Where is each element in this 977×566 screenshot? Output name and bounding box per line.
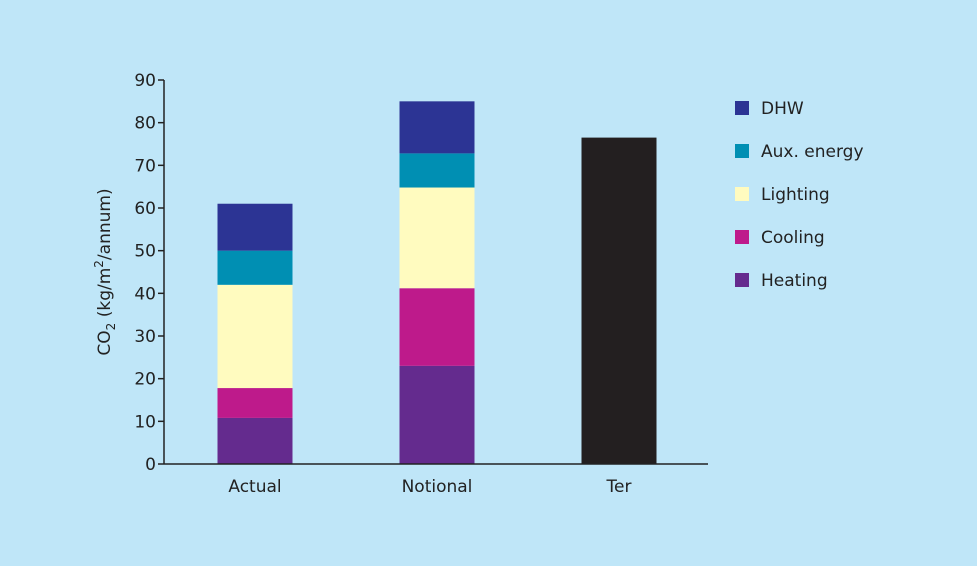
legend-swatch <box>735 101 749 115</box>
x-axis-labels: Actual Notional Ter <box>228 477 631 497</box>
legend-swatch <box>735 187 749 201</box>
y-tick-label: 80 <box>134 114 156 134</box>
y-tick-label: 90 <box>134 71 156 91</box>
bar-segment-dhw <box>399 101 475 154</box>
legend-label: Heating <box>761 271 828 291</box>
y-label-mid: (kg/m <box>95 268 115 323</box>
y-label-co: CO <box>95 330 115 355</box>
legend-label: DHW <box>761 99 804 119</box>
bar-segment-dhw <box>217 203 293 251</box>
x-tick-label: Notional <box>402 477 473 497</box>
y-tick-label: 70 <box>134 156 156 176</box>
legend-label: Aux. energy <box>761 142 864 162</box>
bar-segment-heating <box>399 365 475 464</box>
bar-segment-lighting <box>399 187 475 289</box>
bar-segment-heating <box>217 417 293 464</box>
bar-segment-aux-energy <box>399 153 475 188</box>
bar-segment-lighting <box>217 284 293 389</box>
legend: DHW Aux. energy Lighting Cooling Heating <box>735 99 864 291</box>
legend-label: Lighting <box>761 185 830 205</box>
bars <box>217 101 657 464</box>
bar-segment-aux-energy <box>217 250 293 285</box>
y-tick-label: 30 <box>134 327 156 347</box>
y-tick-label: 0 <box>145 455 156 475</box>
y-label-sub: 2 <box>104 323 118 331</box>
bar-segment-cooling <box>217 388 293 418</box>
y-label-end: /annum) <box>95 188 115 260</box>
y-tick-label: 60 <box>134 199 156 219</box>
bar-total-ter <box>581 137 657 464</box>
y-tick-label: 10 <box>134 412 156 432</box>
y-tick-label: 50 <box>134 242 156 262</box>
y-axis-label: CO2 (kg/m2/annum) <box>92 188 118 355</box>
legend-swatch <box>735 230 749 244</box>
x-tick-label: Ter <box>606 477 632 497</box>
legend-label: Cooling <box>761 228 825 248</box>
y-label-sup: 2 <box>92 260 106 268</box>
bar-segment-cooling <box>399 288 475 366</box>
x-tick-label: Actual <box>228 477 281 497</box>
legend-swatch <box>735 273 749 287</box>
y-axis-ticks: 0 10 20 30 40 50 60 70 80 90 <box>134 71 164 475</box>
legend-swatch <box>735 144 749 158</box>
y-tick-label: 20 <box>134 370 156 390</box>
y-tick-label: 40 <box>134 284 156 304</box>
